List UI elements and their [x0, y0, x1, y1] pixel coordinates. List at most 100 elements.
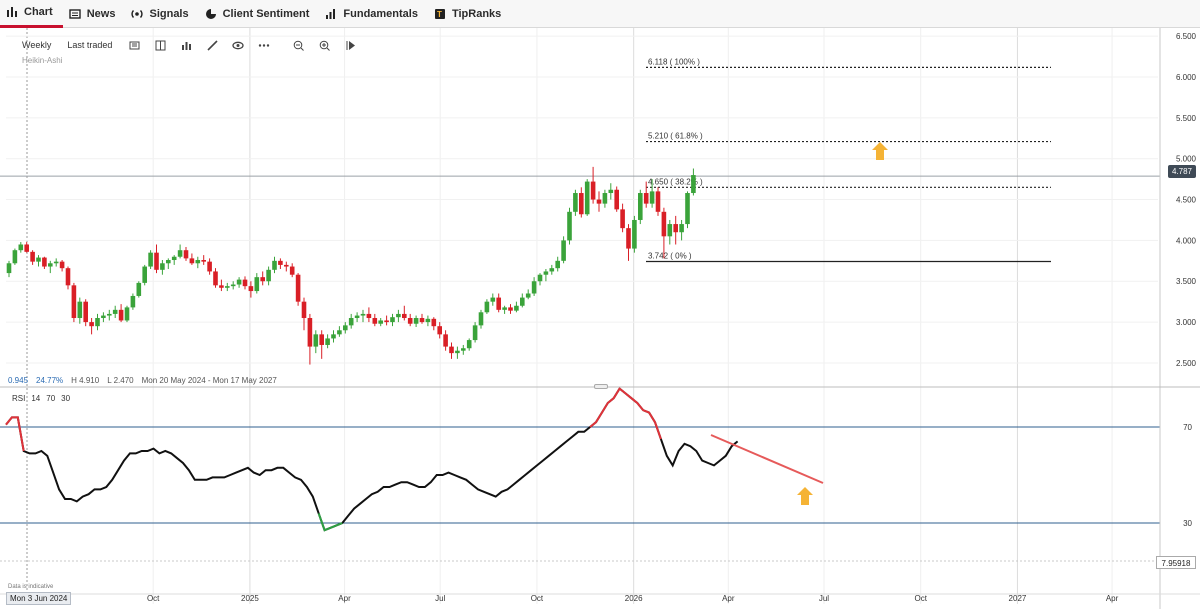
x-tick-label: Jul [435, 594, 445, 603]
candle-body [295, 274, 301, 302]
news-icon [69, 8, 81, 20]
candle-body [89, 322, 94, 327]
candle-body [36, 257, 41, 262]
candle-body [65, 268, 71, 286]
candle-body [301, 301, 307, 319]
tab-label: TipRanks [451, 7, 502, 20]
candle-body [632, 219, 637, 249]
candle-body [626, 228, 631, 249]
tab-fundamentals[interactable]: Fundamentals [319, 0, 428, 28]
candle-body [531, 281, 537, 294]
tab-signals[interactable]: Signals [125, 0, 198, 28]
candle-body [478, 312, 484, 326]
price-type-select[interactable]: Last traded [67, 40, 113, 50]
candle-body [18, 244, 24, 251]
candle-body [254, 277, 260, 292]
x-tick-label: Oct [914, 594, 927, 603]
candle-body [384, 320, 389, 323]
crosshair-date: Mon 3 Jun 2024 [6, 592, 72, 605]
candle-body [354, 315, 360, 319]
candle-body [213, 271, 218, 286]
candle-body [325, 338, 330, 345]
candle-body [77, 301, 83, 319]
view-icon[interactable] [232, 39, 245, 51]
candle-body [614, 189, 619, 210]
candle-body [272, 260, 277, 270]
candle-body [620, 209, 625, 229]
tab-client-sentiment[interactable]: Client Sentiment [199, 0, 320, 28]
candle-body [567, 211, 572, 241]
x-tick-label: Oct [531, 594, 544, 603]
candle-body [579, 193, 584, 215]
tab-chart[interactable]: Chart [0, 0, 63, 28]
candle-body [431, 318, 437, 327]
candle-body [520, 297, 525, 306]
candle-body [183, 250, 189, 259]
fundamentals-icon [325, 8, 337, 20]
y-tick-label: 2.500 [1176, 359, 1197, 368]
chart-canvas[interactable]: 6.118 ( 100% ) 5.210 ( 61.8% ) 4.650 ( 38.… [0, 28, 1200, 609]
tab-tipranks[interactable]: T TipRanks [428, 0, 511, 28]
fib-label: 3.742 ( 0% ) [648, 251, 692, 260]
candle-body [443, 334, 448, 347]
split-icon[interactable] [154, 39, 166, 51]
panel-splitter[interactable] [594, 384, 608, 389]
x-tick-label: Apr [722, 594, 735, 603]
candle-body [6, 263, 12, 274]
candle-body [284, 264, 289, 267]
zoom-out-icon[interactable] [292, 39, 304, 51]
candle-body [313, 334, 319, 347]
candle-body [508, 307, 513, 311]
interval-select[interactable]: Weekly [22, 40, 52, 50]
candle-body [53, 261, 59, 264]
candle-body [455, 350, 460, 354]
signals-icon [131, 8, 144, 20]
rsi-legend[interactable]: RSI 14 70 30 [12, 394, 70, 403]
tipranks-icon: T [434, 8, 446, 20]
candle-body [42, 257, 47, 267]
candle-body [555, 260, 560, 269]
candle-body [331, 334, 336, 339]
candle-body [12, 250, 18, 264]
tab-news[interactable]: News [63, 0, 126, 28]
play-icon[interactable] [344, 39, 356, 51]
candle-body [343, 325, 348, 331]
more-icon[interactable] [258, 39, 270, 51]
candle-body [48, 263, 53, 267]
candle-body [490, 297, 496, 302]
candle-body [225, 286, 230, 288]
candle-body [348, 318, 354, 326]
tab-label: Signals [149, 7, 189, 20]
chart-style-label: Heikin-Ashi [22, 56, 63, 65]
candle-body [166, 260, 171, 264]
tab-label: News [86, 7, 116, 20]
candle-body [573, 193, 578, 212]
zoom-in-icon[interactable] [318, 39, 330, 51]
candle-body [413, 318, 419, 324]
candle-body [496, 297, 501, 310]
candles-icon[interactable] [128, 39, 140, 51]
candle-body [24, 244, 29, 252]
svg-text:T: T [437, 10, 442, 19]
candle-body [171, 256, 177, 261]
rsi-overbought-segment [5, 387, 662, 452]
candle-body [130, 295, 136, 308]
indicators-icon[interactable] [180, 39, 192, 51]
candle-body [661, 211, 667, 237]
fib-label: 4.650 ( 38.2% ) [648, 177, 703, 186]
x-tick-label: Apr [1106, 594, 1119, 603]
sentiment-icon [205, 8, 217, 20]
candle-body [484, 301, 490, 313]
candle-body [691, 175, 696, 194]
candle-body [107, 313, 112, 316]
chart-grid [0, 28, 1160, 604]
x-tick-label: 2026 [625, 594, 643, 603]
up-arrow-price-icon [872, 142, 888, 160]
y-tick-label: 6.000 [1176, 73, 1197, 82]
y-tick-label: 6.500 [1176, 32, 1197, 41]
candle-body [189, 258, 195, 264]
low-value: L 2.470 [107, 376, 134, 385]
chart-icon [6, 6, 18, 18]
rsi-period: 14 [31, 394, 41, 403]
draw-icon[interactable] [206, 39, 218, 51]
